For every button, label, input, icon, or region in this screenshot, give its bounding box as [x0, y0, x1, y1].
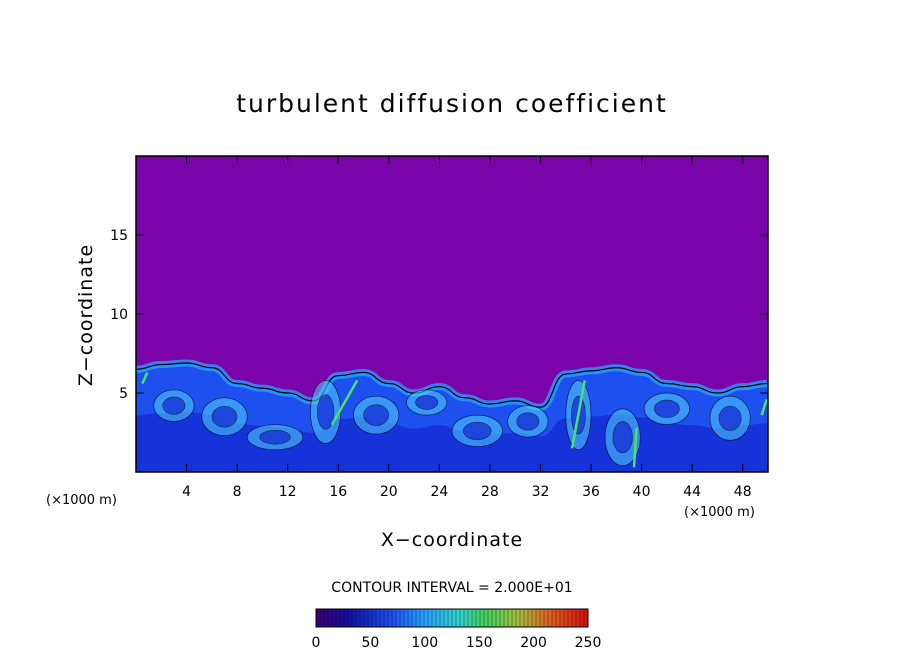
colorbar-tick-label: 0: [312, 635, 321, 651]
colorbar-tick-label: 100: [411, 635, 438, 651]
high-value-filament: [330, 379, 359, 426]
eddy-core: [162, 396, 186, 415]
x-tick-label: 28: [481, 484, 499, 500]
eddy-core: [718, 405, 742, 431]
y-tick-label: 15: [110, 228, 128, 244]
x-tick-label: 4: [182, 484, 191, 500]
x-unit-label-left: (×1000 m): [46, 493, 117, 508]
colorbar-tick-label: 50: [361, 635, 379, 651]
x-tick-label: 24: [430, 484, 448, 500]
colorbar-tick-label: 150: [466, 635, 493, 651]
colorbar-frame: [315, 608, 589, 628]
colorbar-tick-labels: 0 50 100 150 200 250: [312, 635, 602, 651]
eddy-core: [211, 405, 238, 428]
eddy-core: [363, 404, 389, 426]
layer-contour: [136, 362, 768, 408]
high-value-filament: [760, 398, 768, 416]
high-value-filament: [141, 371, 149, 385]
chart-title: turbulent diffusion coefficient: [236, 89, 668, 118]
eddy-core: [259, 429, 291, 445]
y-axis-label: Z−coordinate: [75, 244, 97, 386]
eddy-core: [654, 399, 680, 418]
high-value-filament: [632, 427, 638, 468]
x-tick-label: 36: [582, 484, 600, 500]
colorbar-stripes: [315, 609, 589, 627]
turbulence-field: [136, 359, 768, 472]
eddy-core: [316, 394, 335, 430]
y-axis-ticks: 5 10 15: [110, 228, 768, 402]
x-tick-label: 16: [329, 484, 347, 500]
x-unit-label-right: (×1000 m): [684, 505, 755, 520]
x-axis-label: X−coordinate: [381, 529, 523, 551]
contour-interval-label: CONTOUR INTERVAL = 2.000E+01: [331, 580, 572, 596]
colorbar-tick-label: 250: [575, 635, 602, 651]
x-tick-label: 20: [380, 484, 398, 500]
colorbar: 0 50 100 150 200 250: [312, 608, 602, 651]
colorbar-tick-label: 200: [520, 635, 547, 651]
y-tick-label: 5: [119, 386, 128, 402]
y-tick-label: 10: [110, 307, 128, 323]
x-tick-label: 40: [633, 484, 651, 500]
x-tick-label: 44: [683, 484, 701, 500]
x-tick-label: 12: [279, 484, 297, 500]
eddy-core: [612, 421, 633, 454]
x-tick-label: 8: [233, 484, 242, 500]
eddy-core: [463, 421, 492, 440]
x-axis-ticks: 4 8 12 16 20 24 28 32 36 40 44 48: [182, 156, 752, 500]
eddy-core: [516, 412, 540, 431]
x-tick-label: 32: [532, 484, 550, 500]
eddy-core: [415, 395, 439, 410]
x-tick-label: 48: [734, 484, 752, 500]
high-value-filament: [570, 380, 586, 449]
